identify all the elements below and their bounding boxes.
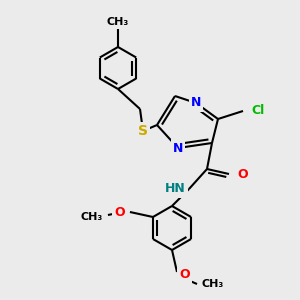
- Text: N: N: [173, 142, 183, 154]
- Text: O: O: [114, 206, 125, 218]
- Text: HN: HN: [165, 182, 186, 196]
- Text: CH₃: CH₃: [202, 279, 224, 289]
- Text: N: N: [191, 97, 201, 110]
- Text: CH₃: CH₃: [107, 17, 129, 27]
- Text: CH₃: CH₃: [81, 212, 103, 222]
- Text: Cl: Cl: [251, 104, 264, 118]
- Text: O: O: [179, 268, 190, 281]
- Text: O: O: [237, 167, 247, 181]
- Text: S: S: [138, 124, 148, 138]
